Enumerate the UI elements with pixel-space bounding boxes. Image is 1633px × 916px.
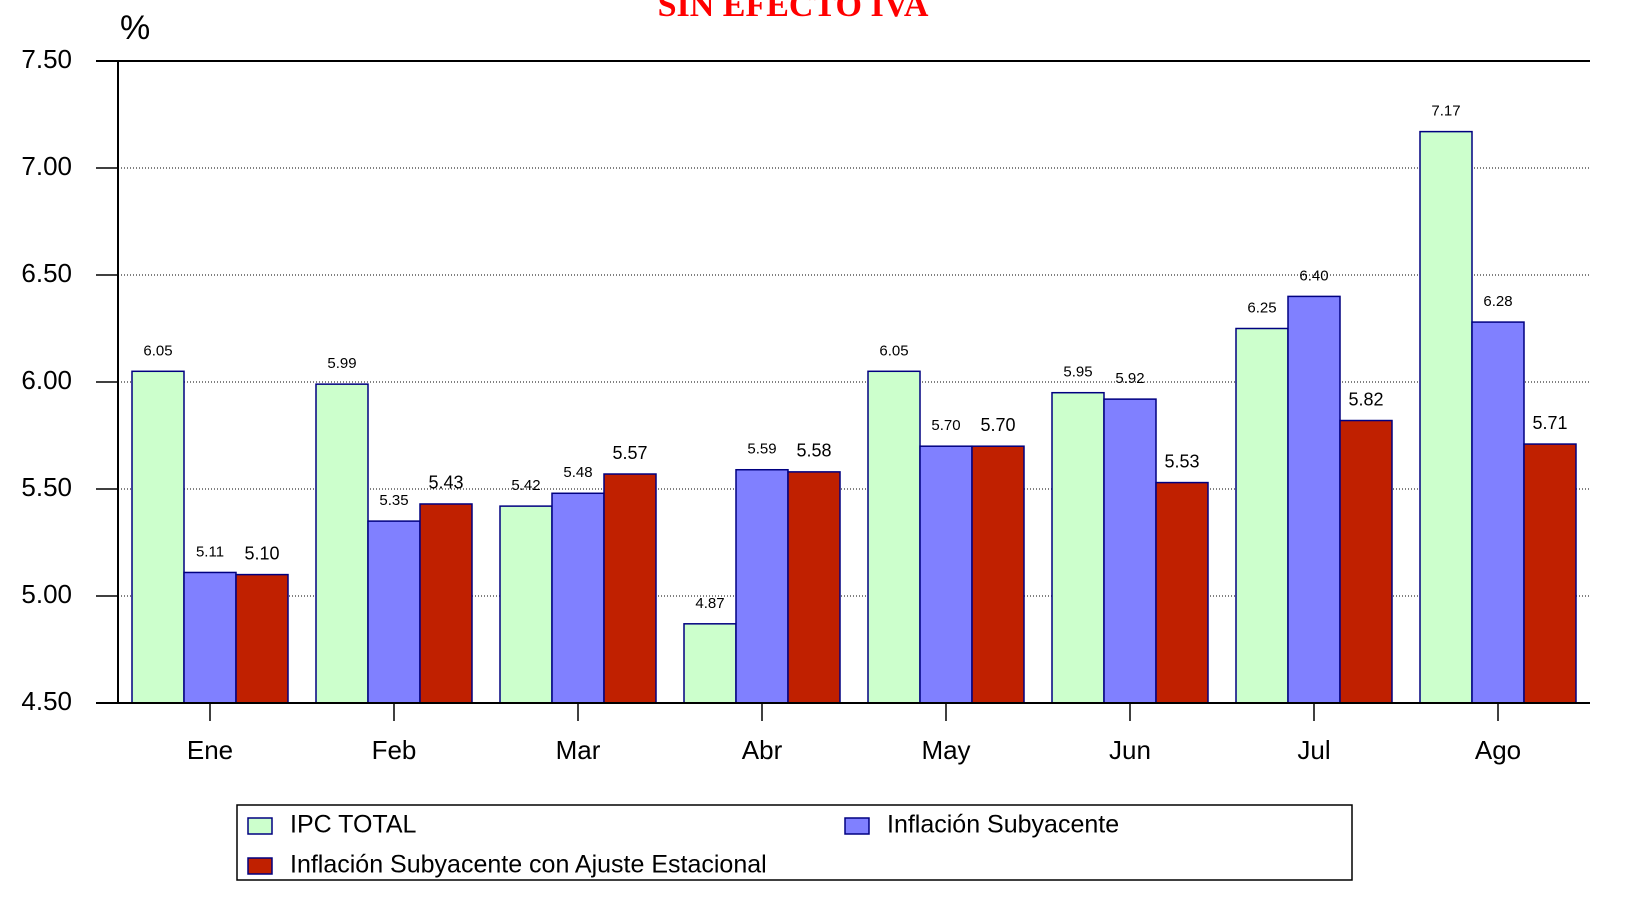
value-label: 5.99 [327, 355, 356, 372]
value-label: 5.57 [612, 443, 647, 463]
legend-swatch [247, 817, 273, 835]
value-label: 5.53 [1164, 451, 1199, 471]
legend-swatch [844, 817, 870, 835]
bar [131, 370, 185, 704]
legend-label: IPC TOTAL [290, 811, 417, 839]
x-tick-label: Jun [1109, 735, 1151, 765]
value-label: 6.40 [1299, 267, 1328, 284]
bar [1523, 443, 1577, 704]
bar [183, 571, 237, 704]
bar [1051, 391, 1105, 704]
x-tick-label: Mar [556, 735, 601, 765]
legend-label: Inflación Subyacente con Ajuste Estacion… [290, 851, 767, 879]
value-label: 7.17 [1431, 103, 1460, 120]
value-label: 5.71 [1532, 413, 1567, 433]
value-label: 5.59 [747, 441, 776, 458]
y-tick-label: 7.00 [21, 151, 72, 181]
bar [551, 492, 605, 704]
bar [867, 370, 921, 704]
value-label: 6.28 [1483, 293, 1512, 310]
x-tick-label: May [921, 735, 970, 765]
value-label: 5.70 [980, 415, 1015, 435]
legend-swatch [247, 857, 273, 875]
bar [1235, 327, 1289, 704]
y-tick-label: 5.00 [21, 579, 72, 609]
bar [735, 468, 789, 704]
y-tick-label: 7.50 [21, 44, 72, 74]
value-label: 5.42 [511, 477, 540, 494]
bar [919, 445, 973, 704]
bar [1155, 481, 1209, 704]
bar [419, 503, 473, 704]
bar [499, 505, 553, 704]
x-tick-label: Ago [1475, 735, 1521, 765]
bar [1419, 130, 1473, 704]
value-label: 5.48 [563, 464, 592, 481]
value-label: 5.95 [1063, 364, 1092, 381]
bar [1471, 321, 1525, 704]
bar [1339, 419, 1393, 704]
value-label: 5.10 [244, 543, 279, 563]
bar [603, 473, 657, 704]
value-label: 6.05 [879, 342, 908, 359]
value-label: 4.87 [695, 595, 724, 612]
legend-box [236, 804, 1353, 881]
value-label: 6.05 [143, 342, 172, 359]
x-tick-label: Ene [187, 735, 233, 765]
bar [367, 520, 421, 704]
x-tick-label: Abr [742, 735, 783, 765]
value-label: 6.25 [1247, 299, 1276, 316]
legend-label: Inflación Subyacente [887, 811, 1119, 839]
bar [787, 471, 841, 704]
y-tick-label: 6.50 [21, 258, 72, 288]
chart-title: SIN EFECTO IVA [658, 0, 929, 24]
bar [235, 573, 289, 704]
value-label: 5.58 [796, 441, 831, 461]
value-label: 5.11 [196, 543, 224, 560]
bar [971, 445, 1025, 704]
x-tick-label: Jul [1297, 735, 1330, 765]
y-tick-label: 5.50 [21, 472, 72, 502]
value-label: 5.70 [931, 417, 960, 434]
bar [683, 623, 737, 704]
y-tick-label: 4.50 [21, 686, 72, 716]
y-axis-label: % [120, 9, 150, 47]
bar [315, 383, 369, 704]
value-label: 5.35 [379, 492, 408, 509]
bar [1103, 398, 1157, 704]
value-label: 5.92 [1115, 370, 1144, 387]
value-label: 5.82 [1348, 389, 1383, 409]
value-label: 5.43 [428, 473, 463, 493]
y-tick-label: 6.00 [21, 365, 72, 395]
bar [1287, 295, 1341, 704]
x-tick-label: Feb [372, 735, 417, 765]
